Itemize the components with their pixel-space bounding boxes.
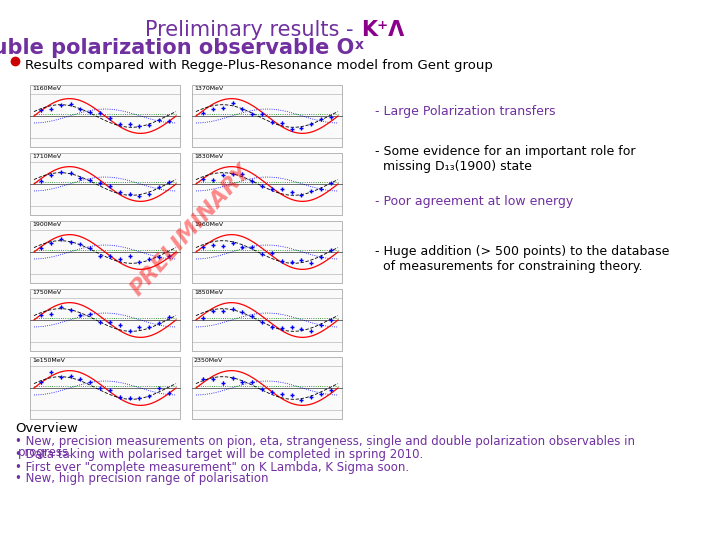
Bar bbox=[192, 289, 342, 351]
Bar bbox=[30, 289, 180, 351]
Text: Results compared with Regge-Plus-Resonance model from Gent group: Results compared with Regge-Plus-Resonan… bbox=[25, 59, 493, 72]
Text: 1370MeV: 1370MeV bbox=[194, 86, 223, 91]
Text: 1900MeV: 1900MeV bbox=[32, 222, 61, 227]
Text: 1160MeV: 1160MeV bbox=[32, 86, 61, 91]
Bar bbox=[30, 85, 180, 147]
Text: 1960MeV: 1960MeV bbox=[194, 222, 223, 227]
Bar bbox=[192, 357, 342, 419]
Text: • New, precision measurements on pion, eta, strangeness, single and double polar: • New, precision measurements on pion, e… bbox=[15, 435, 635, 448]
Text: 1850MeV: 1850MeV bbox=[194, 290, 223, 295]
Text: - Large Polarization transfers: - Large Polarization transfers bbox=[375, 105, 556, 118]
Text: • First ever "complete measurement" on K Lambda, K Sigma soon.: • First ever "complete measurement" on K… bbox=[15, 461, 409, 474]
Text: K⁺Λ: K⁺Λ bbox=[361, 20, 404, 40]
Bar bbox=[192, 153, 342, 215]
Text: 1710MeV: 1710MeV bbox=[32, 154, 61, 159]
Text: 2350MeV: 2350MeV bbox=[194, 358, 223, 363]
Text: Overview: Overview bbox=[15, 422, 78, 435]
Bar bbox=[30, 357, 180, 419]
Text: Double polarization observable O: Double polarization observable O bbox=[0, 38, 354, 58]
Bar bbox=[30, 153, 180, 215]
Text: 1e150MeV: 1e150MeV bbox=[32, 358, 65, 363]
Text: progress.: progress. bbox=[18, 446, 73, 459]
Text: • New, high precision range of polarisation: • New, high precision range of polarisat… bbox=[15, 472, 269, 485]
Text: x: x bbox=[355, 38, 364, 52]
Bar bbox=[192, 85, 342, 147]
Text: - Poor agreement at low energy: - Poor agreement at low energy bbox=[375, 195, 573, 208]
Text: 1830MeV: 1830MeV bbox=[194, 154, 223, 159]
Text: PRELIMINARY: PRELIMINARY bbox=[126, 161, 254, 299]
Bar bbox=[192, 221, 342, 283]
Text: Preliminary results -: Preliminary results - bbox=[145, 20, 360, 40]
Text: - Huge addition (> 500 points) to the database
  of measurements for constrainin: - Huge addition (> 500 points) to the da… bbox=[375, 245, 670, 273]
Text: • Data taking with polarised target will be completed in spring 2010.: • Data taking with polarised target will… bbox=[15, 448, 423, 461]
Text: - Some evidence for an important role for
  missing D₁₃(1900) state: - Some evidence for an important role fo… bbox=[375, 145, 636, 173]
Text: 1750MeV: 1750MeV bbox=[32, 290, 61, 295]
Bar bbox=[30, 221, 180, 283]
